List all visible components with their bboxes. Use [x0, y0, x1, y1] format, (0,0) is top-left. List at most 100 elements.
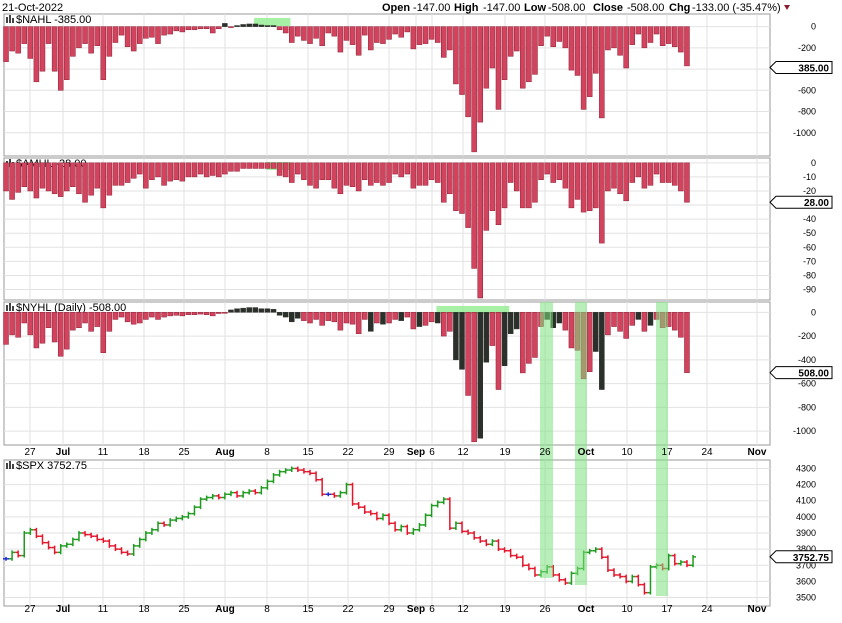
data-bar: [209, 26, 216, 34]
data-bar: [392, 312, 398, 320]
data-bar: [343, 312, 350, 324]
data-bar: [380, 26, 386, 44]
data-bar: [222, 312, 228, 314]
data-bar: [495, 312, 502, 390]
y-tick-label: 0: [811, 22, 816, 32]
data-bar: [295, 26, 301, 37]
data-bar: [130, 312, 137, 325]
data-bar: [161, 26, 167, 36]
data-bar: [57, 162, 64, 197]
data-bar: [386, 26, 392, 40]
data-bar: [185, 26, 192, 31]
x-tick-label: 29: [383, 604, 395, 615]
data-bar: [301, 26, 307, 41]
data-bar: [319, 26, 325, 46]
data-bar: [483, 312, 490, 363]
y-tick-label: -40: [803, 214, 816, 224]
data-bar: [635, 162, 642, 178]
data-bar: [465, 312, 471, 396]
data-bar: [568, 312, 575, 349]
chg-value: -133.00 (-35.47%): [692, 2, 781, 14]
data-bar: [617, 26, 623, 56]
data-bar: [70, 312, 76, 331]
data-bar: [76, 162, 82, 195]
x-tick-label: 11: [98, 447, 109, 458]
data-bar: [319, 312, 325, 326]
data-bar: [155, 26, 161, 44]
highlight-band: [575, 302, 587, 585]
y-tick-label: 0: [811, 158, 816, 168]
data-bar: [191, 26, 198, 31]
data-bar: [270, 162, 277, 169]
highlight-band: [656, 302, 668, 596]
data-bar: [343, 26, 350, 41]
data-bar: [593, 162, 599, 209]
x-tick-label: 8: [264, 604, 270, 615]
data-bar: [325, 312, 331, 321]
last-value-box: [769, 60, 833, 74]
y-tick-label: -10: [803, 172, 816, 182]
data-bar: [94, 162, 100, 189]
data-bar: [501, 26, 508, 80]
data-bar: [659, 162, 666, 183]
data-bar: [33, 26, 40, 83]
data-bar: [398, 26, 404, 38]
data-bar: [222, 23, 228, 27]
data-bar: [349, 162, 356, 188]
y-tick-label: -600: [798, 85, 816, 95]
y-tick-label: 4100: [796, 496, 816, 506]
data-bar: [574, 26, 581, 76]
data-bar: [179, 312, 186, 317]
last-value-label: 508.00: [769, 366, 833, 380]
low-value: -508.00: [548, 2, 585, 14]
data-bar: [489, 312, 496, 346]
data-bar: [428, 26, 435, 40]
data-bar: [51, 312, 58, 343]
close-label: Close: [593, 2, 623, 14]
data-bar: [307, 312, 313, 324]
bar-chart-icon: [6, 463, 8, 469]
x-tick-label: 6: [429, 604, 435, 615]
data-bar: [337, 162, 344, 195]
data-bar: [611, 26, 617, 49]
data-bar: [258, 308, 265, 313]
data-bar: [94, 312, 100, 327]
data-bar: [586, 162, 593, 211]
data-bar: [513, 162, 520, 192]
data-bar: [246, 307, 252, 313]
data-bar: [155, 162, 161, 178]
data-bar: [106, 312, 113, 332]
last-value-text: 385.00: [798, 63, 829, 74]
data-bar: [234, 25, 240, 27]
data-bar: [465, 26, 471, 118]
x-tick-label: Sep: [407, 447, 425, 458]
data-bar: [538, 26, 544, 46]
data-bar: [82, 26, 88, 44]
data-bar: [45, 162, 52, 192]
data-bar: [368, 162, 374, 186]
close-value: -508.00: [627, 2, 664, 14]
data-bar: [410, 26, 417, 50]
data-bar: [112, 312, 119, 320]
data-bar: [319, 162, 325, 180]
panel-2: 0-10-20-30-40-50-60-70-80-90$AMHL -28.00…: [3, 157, 833, 301]
x-tick-label: 12: [457, 604, 469, 615]
data-bar: [209, 162, 216, 176]
data-bar: [167, 26, 173, 35]
data-bar: [57, 26, 64, 91]
data-bar: [629, 162, 635, 183]
data-bar: [289, 26, 295, 43]
last-value-label: 385.00: [769, 60, 833, 74]
data-bar: [64, 312, 70, 350]
data-bar: [483, 26, 490, 89]
last-value-text: 28.00: [804, 198, 829, 209]
data-bar: [228, 162, 234, 172]
data-bar: [349, 312, 356, 325]
data-bar: [3, 312, 9, 345]
data-bar: [428, 162, 435, 180]
data-bar: [374, 26, 380, 43]
x-tick-label: 10: [621, 447, 633, 458]
highlight-box: [436, 306, 510, 314]
y-tick-label: 4300: [796, 463, 816, 473]
data-bar: [520, 312, 526, 374]
